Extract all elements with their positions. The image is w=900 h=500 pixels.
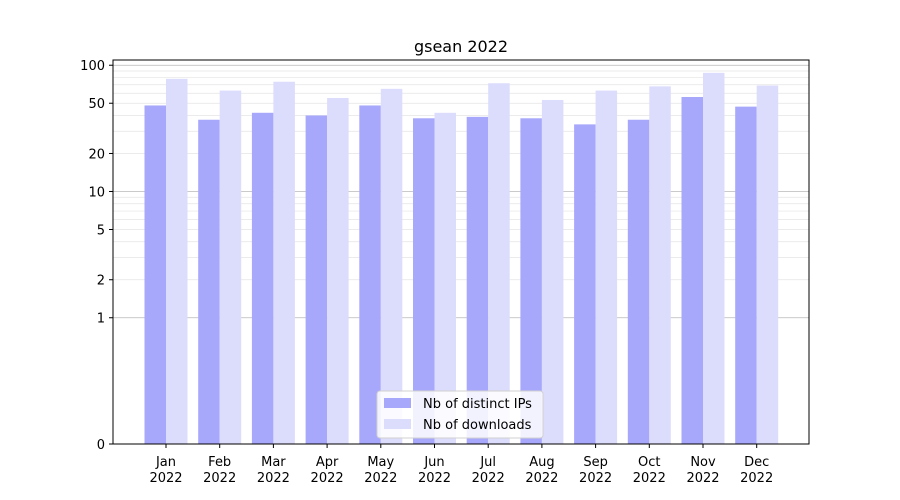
- y-tick-label: 5: [97, 223, 105, 238]
- legend-label: Nb of distinct IPs: [423, 397, 532, 412]
- bar-downloads: [541, 100, 564, 445]
- y-tick-label: 20: [88, 147, 105, 162]
- x-tick-label-month: Aug: [529, 455, 554, 470]
- bar-downloads: [595, 90, 618, 444]
- bar-distinct-ips: [681, 97, 703, 445]
- bar-downloads: [219, 90, 242, 444]
- legend-box: [376, 390, 544, 439]
- bar-distinct-ips: [735, 106, 757, 444]
- bar-distinct-ips: [359, 105, 381, 444]
- bar-distinct-ips: [627, 119, 650, 445]
- bar-distinct-ips: [305, 115, 328, 445]
- chart-title: gsean 2022: [414, 37, 508, 56]
- x-tick-label-month: Mar: [261, 455, 286, 470]
- bar-distinct-ips: [251, 112, 274, 444]
- x-tick-label-month: Jun: [423, 455, 444, 470]
- bars-layer: [144, 72, 779, 445]
- x-tick-label-month: Oct: [638, 455, 660, 470]
- bar-downloads: [703, 72, 725, 444]
- bar-downloads: [434, 112, 456, 444]
- x-tick-label-month: May: [367, 455, 394, 470]
- bar-downloads: [649, 86, 671, 445]
- bar-distinct-ips: [574, 124, 596, 444]
- bar-distinct-ips: [144, 105, 166, 444]
- x-tick-label-year: 2022: [472, 471, 505, 486]
- bar-distinct-ips: [198, 119, 220, 445]
- y-tick-label: 2: [97, 274, 105, 289]
- x-tick-label-year: 2022: [418, 471, 451, 486]
- bar-distinct-ips: [466, 116, 489, 445]
- x-tick-label-year: 2022: [364, 471, 397, 486]
- bar-downloads: [756, 85, 779, 444]
- y-tick-label: 10: [88, 185, 105, 200]
- x-tick-label-month: Feb: [208, 455, 231, 470]
- x-tick-label-month: Jul: [479, 455, 496, 470]
- bar-downloads: [380, 88, 403, 445]
- x-tick-label-year: 2022: [203, 471, 236, 486]
- x-tick-label-year: 2022: [149, 471, 182, 486]
- y-tick-label: 0: [97, 438, 105, 453]
- x-tick-label-month: Apr: [316, 455, 339, 470]
- legend-label: Nb of downloads: [423, 418, 532, 433]
- x-tick-label-year: 2022: [311, 471, 344, 486]
- x-tick-label-month: Sep: [583, 455, 608, 470]
- x-tick-label-month: Nov: [690, 455, 716, 470]
- bar-downloads: [327, 98, 349, 444]
- x-tick-label-year: 2022: [686, 471, 719, 486]
- x-tick-label-month: Jan: [155, 455, 176, 470]
- bar-downloads: [166, 78, 188, 444]
- x-tick-label-year: 2022: [633, 471, 666, 486]
- ticks-layer: 0125102050100Jan2022Feb2022Mar2022Apr202…: [80, 59, 773, 486]
- x-tick-label-year: 2022: [740, 471, 773, 486]
- bar-distinct-ips: [413, 118, 435, 445]
- legend-swatch: [384, 419, 411, 429]
- x-tick-label-year: 2022: [525, 471, 558, 486]
- x-tick-label-month: Dec: [744, 455, 769, 470]
- bar-distinct-ips: [520, 118, 542, 445]
- x-tick-label-year: 2022: [257, 471, 290, 486]
- bar-downloads: [488, 83, 510, 444]
- legend: Nb of distinct IPs Nb of downloads: [376, 390, 544, 439]
- y-tick-label: 100: [80, 59, 105, 74]
- y-tick-label: 1: [97, 312, 105, 327]
- legend-swatch: [384, 398, 411, 408]
- x-tick-label-year: 2022: [579, 471, 612, 486]
- bar-downloads: [273, 81, 295, 444]
- y-tick-label: 50: [88, 97, 105, 112]
- plot-frame: [112, 59, 810, 445]
